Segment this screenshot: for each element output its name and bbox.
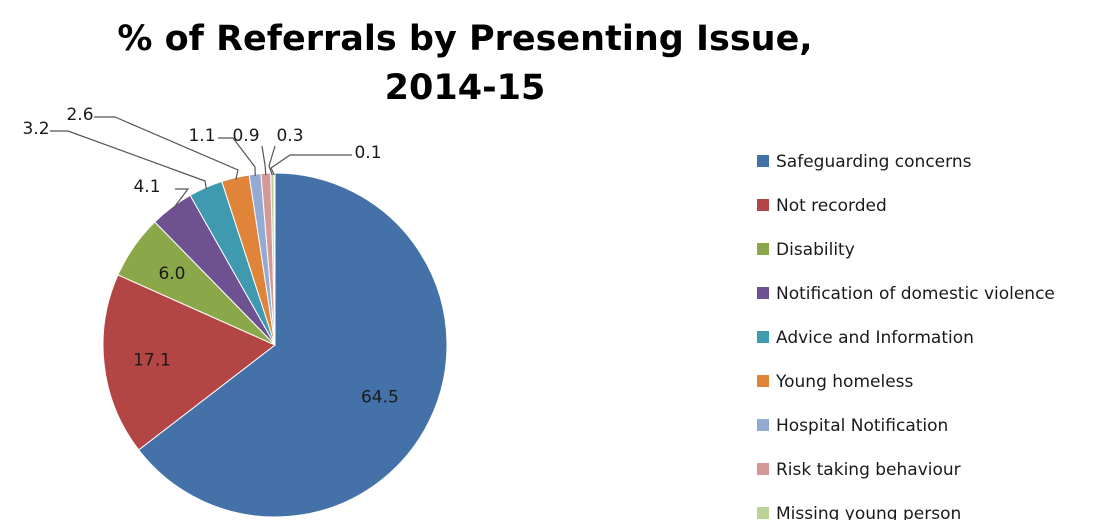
chart-subtitle: 2014-15 [385,68,546,108]
data-label-safeguarding-concerns: 64.5 [361,388,399,408]
legend-swatch-disability [757,243,769,255]
legend-label-young-homeless: Young homeless [775,372,914,392]
legend-swatch-hospital-notification [757,419,769,431]
legend-label-notification-of-domestic-violence: Notification of domestic violence [776,284,1055,304]
pie-slice-not-recorded [102,274,276,451]
leader-line-young-homeless [94,116,239,180]
leader-line-notification-of-domestic-violence [172,188,190,210]
data-label-hospital-notification: 1.1 [188,126,215,146]
legend-label-hospital-notification: Hospital Notification [776,416,948,436]
leader-lines [50,116,352,210]
legend-swatch-not-recorded [757,199,769,211]
data-label-not-recorded: 17.1 [133,351,171,371]
legend-label-risk-taking-behaviour: Risk taking behaviour [776,460,961,480]
chart-title: % of Referrals by Presenting Issue, [117,19,812,59]
data-label-young-homeless: 2.6 [66,105,93,125]
leader-line-risk-taking-behaviour [261,145,267,176]
data-label-missing-young-person: 0.3 [276,126,303,146]
legend-swatch-advice-and-information [757,331,769,343]
pie-slices [102,172,448,518]
legend-label-advice-and-information: Advice and Information [776,328,974,348]
data-label-risk-taking-behaviour: 0.9 [232,126,259,146]
legend-swatch-missing-young-person [757,507,769,519]
leader-line-missing-young-person [268,145,276,176]
legend-swatch-young-homeless [757,375,769,387]
legend-swatch-safeguarding-concerns [757,155,769,167]
legend-swatch-notification-of-domestic-violence [757,287,769,299]
legend-label-missing-young-person: Missing young person [776,504,961,520]
leader-line-unlabeled-9 [270,154,352,176]
leader-line-hospital-notification [218,137,256,177]
legend-label-disability: Disability [776,240,855,260]
data-label-disability: 6.0 [158,264,185,284]
data-label-advice-and-information: 3.2 [22,119,49,139]
legend-label-safeguarding-concerns: Safeguarding concerns [776,152,972,172]
legend-label-not-recorded: Not recorded [776,196,887,216]
data-label-unlabeled-9: 0.1 [354,143,381,163]
data-label-notification-of-domestic-violence: 4.1 [133,177,160,197]
legend: Safeguarding concerns Not recorded Disabil… [757,152,1055,520]
pie-slice-safeguarding-concerns [137,172,448,518]
data-labels: 64.5 17.1 6.0 4.1 3.2 2.6 1.1 0.9 0.3 0.1 [22,105,398,408]
leader-line-advice-and-information [50,130,208,190]
legend-swatch-risk-taking-behaviour [757,463,769,475]
